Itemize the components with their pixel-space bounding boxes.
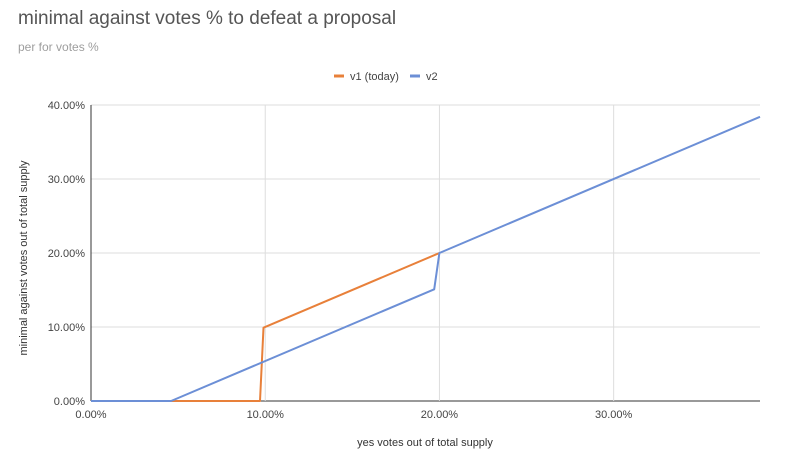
legend-label-v2: v2 — [426, 71, 438, 83]
legend-label-v1: v1 (today) — [350, 71, 399, 83]
x-tick-label: 10.00% — [247, 409, 285, 421]
x-tick-label: 0.00% — [75, 409, 106, 421]
y-tick-label: 0.00% — [54, 396, 85, 408]
series-line-v2 — [91, 115, 761, 402]
y-axis-label: minimal against votes out of total suppl… — [18, 160, 30, 356]
chart-title: minimal against votes % to defeat a prop… — [18, 8, 397, 29]
chart-subtitle: per for votes % — [18, 40, 99, 54]
x-tick-label: 20.00% — [421, 409, 459, 421]
tick-labels: 0.00% 10.00% 20.00% 30.00% 40.00% 0.00% 10.00%… — [48, 100, 633, 421]
grid — [90, 104, 760, 402]
x-axis-label: yes votes out of total supply — [357, 437, 493, 449]
y-tick-label: 30.00% — [48, 174, 86, 186]
y-tick-label: 10.00% — [48, 322, 86, 334]
series-line-v1 — [91, 252, 440, 402]
x-tick-label: 30.00% — [595, 409, 633, 421]
series-lines — [91, 115, 761, 402]
legend: v1 (today) v2 — [334, 71, 438, 83]
y-tick-label: 20.00% — [48, 248, 86, 260]
y-tick-label: 40.00% — [48, 100, 86, 112]
